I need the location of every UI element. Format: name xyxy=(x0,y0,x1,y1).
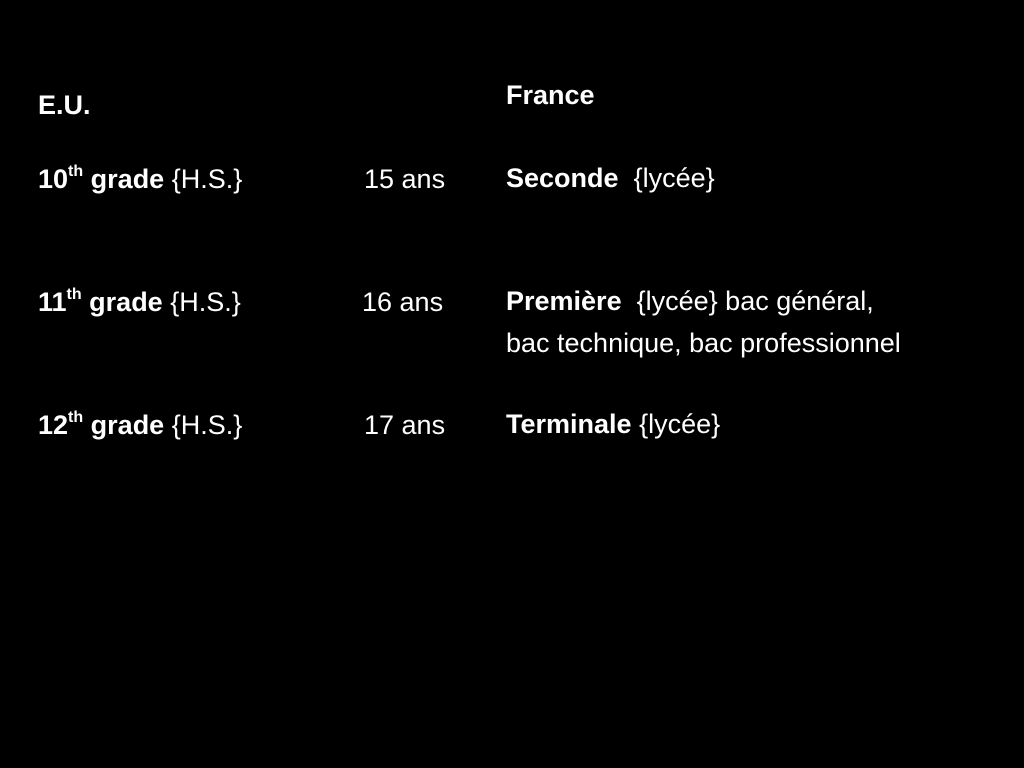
grade-label: grade xyxy=(90,164,165,194)
school-label: {H.S.} xyxy=(170,287,241,317)
class-detail: {lycée} bac général, xyxy=(636,286,874,316)
us-row-10: 10th grade {H.S.} xyxy=(38,163,243,194)
class-name: Première xyxy=(506,286,622,316)
grade-label: grade xyxy=(90,410,165,440)
grade-number: 11 xyxy=(38,287,67,317)
age-15: 15 ans xyxy=(364,164,446,194)
school-label: {H.S.} xyxy=(171,410,243,440)
grade-suffix: th xyxy=(68,163,84,180)
grade-label: grade xyxy=(89,287,163,317)
us-row-11: 11th grade {H.S.} xyxy=(38,286,241,317)
class-name: Seconde xyxy=(506,163,619,193)
grade-suffix: th xyxy=(66,286,82,303)
school-label: {H.S.} xyxy=(171,164,243,194)
class-name: Terminale xyxy=(506,409,632,439)
class-detail: {lycée} xyxy=(633,163,715,193)
grade-number: 10 xyxy=(38,164,69,194)
us-heading: E.U. xyxy=(38,90,91,120)
age-17: 17 ans xyxy=(364,410,446,440)
france-heading: France xyxy=(506,80,595,110)
grade-number: 12 xyxy=(38,410,69,440)
grade-suffix: th xyxy=(68,409,84,426)
fr-seconde: Seconde {lycée} xyxy=(506,165,715,192)
fr-premiere-line2: bac technique, bac professionnel xyxy=(506,328,901,358)
age-16: 16 ans xyxy=(362,287,444,317)
fr-terminale: Terminale {lycée} xyxy=(506,411,720,438)
us-row-12: 12th grade {H.S.} xyxy=(38,409,243,440)
fr-premiere: Première {lycée} bac général, xyxy=(506,288,874,315)
class-detail: {lycée} xyxy=(639,409,721,439)
